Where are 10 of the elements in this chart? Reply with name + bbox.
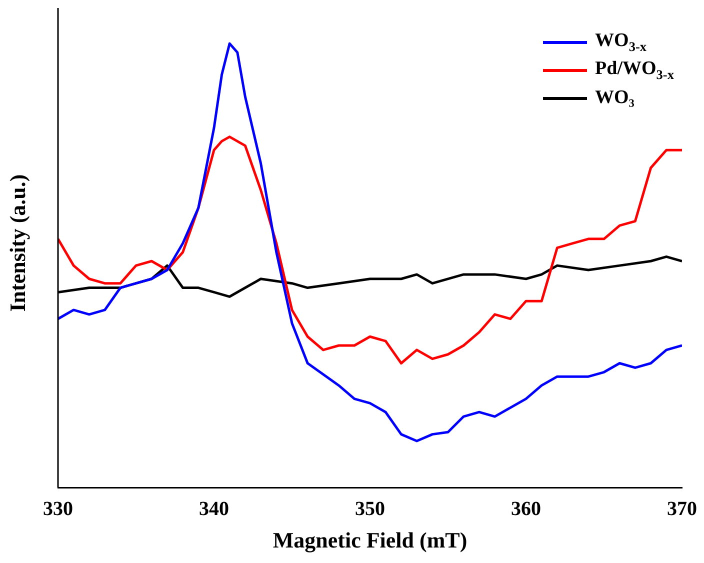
x-tick-label: 330 [43, 498, 73, 520]
legend-label: WO$_{3-x}$ [595, 30, 647, 54]
x-tick-label: 370 [667, 498, 697, 520]
y-axis-title: Intensity (a.u.) [5, 173, 31, 314]
x-tick-label: 340 [199, 498, 229, 520]
x-tick-label: 360 [511, 498, 541, 520]
legend-label: WO₃ [595, 87, 635, 109]
x-axis-title: Magnetic Field (mT) [272, 527, 468, 552]
x-tick-label: 350 [355, 498, 385, 520]
legend-label: Pd/WO$_{3-x}$ [595, 58, 674, 82]
